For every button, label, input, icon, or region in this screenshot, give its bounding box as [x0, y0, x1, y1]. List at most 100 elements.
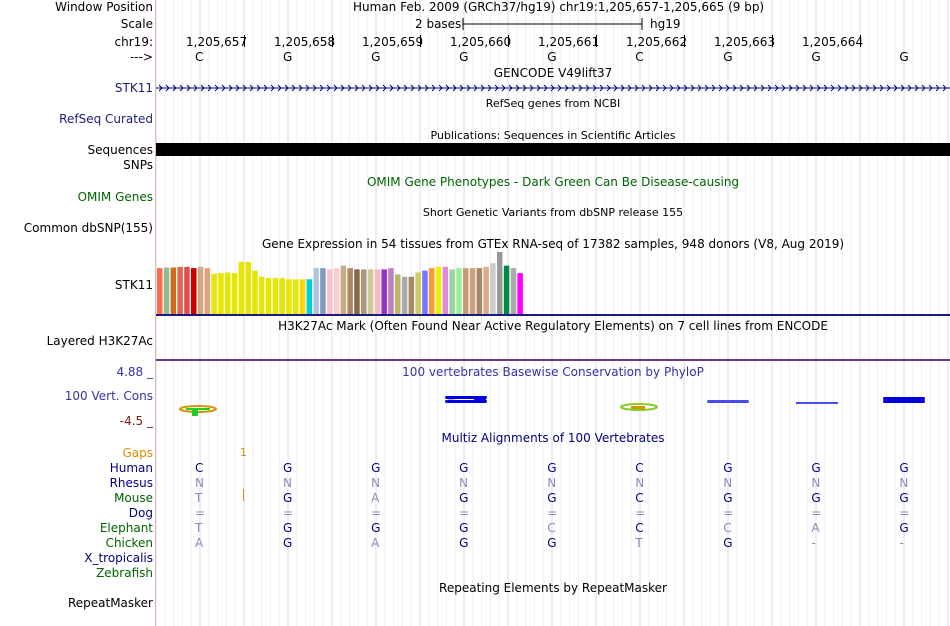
phylop-track-title[interactable]: 100 vertebrates Basewise Conservation by… — [402, 365, 704, 379]
repeatmasker-label[interactable]: RepeatMasker — [67, 596, 153, 610]
species-label-dog[interactable]: Dog — [128, 506, 153, 520]
base-letter: G — [371, 50, 381, 64]
gtex-tissue-bar[interactable] — [225, 272, 231, 314]
strand-arrow — [893, 84, 898, 92]
gtex-tissue-bar[interactable] — [327, 269, 333, 314]
gencode-gene-label[interactable]: STK11 — [114, 81, 153, 95]
gtex-gene-label[interactable]: STK11 — [114, 278, 153, 292]
gtex-tissue-bar[interactable] — [361, 269, 367, 314]
gtex-tissue-bar[interactable] — [497, 252, 503, 314]
gtex-tissue-bar[interactable] — [197, 266, 204, 314]
dbsnp-label[interactable]: Common dbSNP(155) — [23, 221, 153, 235]
alignment-base: N — [195, 476, 204, 490]
gtex-tissue-bar[interactable] — [306, 279, 313, 314]
species-label-elephant[interactable]: Elephant — [99, 521, 153, 535]
species-label-rhesus[interactable]: Rhesus — [109, 476, 153, 490]
gtex-tissue-bar[interactable] — [320, 268, 326, 314]
gtex-tissue-bar[interactable] — [245, 261, 251, 314]
gencode-gene-track[interactable] — [156, 82, 950, 94]
species-label-x_tropicalis[interactable]: X_tropicalis — [84, 551, 153, 565]
gtex-tissue-bar[interactable] — [476, 268, 483, 314]
species-label-zebrafish[interactable]: Zebrafish — [96, 566, 153, 580]
gtex-tissue-bar[interactable] — [415, 272, 421, 314]
gtex-tissue-bar[interactable] — [429, 268, 435, 314]
gtex-tissue-bar[interactable] — [395, 274, 401, 314]
gtex-tissue-bar[interactable] — [347, 268, 353, 314]
species-label-chicken[interactable]: Chicken — [105, 536, 153, 550]
gtex-tissue-bar[interactable] — [510, 268, 517, 314]
gtex-tissue-bar[interactable] — [354, 269, 360, 314]
gtex-tissue-bar[interactable] — [293, 279, 299, 314]
gtex-tissue-bar[interactable] — [388, 268, 394, 314]
gtex-tissue-bar[interactable] — [401, 276, 408, 314]
gtex-tissue-bar[interactable] — [374, 269, 381, 314]
gtex-tissue-bar[interactable] — [422, 270, 428, 314]
gtex-tissue-bar[interactable] — [469, 268, 476, 314]
dbsnp-track-title[interactable]: Short Genetic Variants from dbSNP releas… — [422, 206, 684, 219]
gtex-bar-chart[interactable] — [156, 251, 536, 315]
publications-label[interactable]: Sequences — [87, 143, 153, 157]
gtex-tissue-bar[interactable] — [503, 265, 510, 314]
gtex-tissue-bar[interactable] — [313, 268, 319, 314]
gtex-tissue-bar[interactable] — [191, 268, 197, 314]
phylop-glyph-6 — [620, 403, 658, 411]
gtex-tissue-bar[interactable] — [490, 263, 496, 314]
gtex-tissue-bar[interactable] — [238, 261, 245, 314]
gtex-tissue-bar[interactable] — [177, 266, 183, 314]
gtex-tissue-bar[interactable] — [265, 278, 272, 314]
ruler-position: 1,205,657 — [186, 35, 248, 49]
alignment-base: C — [723, 521, 732, 535]
phylop-glyph-4 — [445, 396, 487, 403]
h3k27ac-label[interactable]: Layered H3K27Ac — [46, 334, 153, 348]
publications-bar[interactable] — [156, 143, 950, 156]
strand-arrow — [592, 84, 597, 92]
gtex-tissue-bar[interactable] — [218, 273, 224, 314]
gtex-tissue-bar[interactable] — [442, 266, 449, 314]
phylop-glyph-9 — [883, 397, 925, 403]
gtex-tissue-bar[interactable] — [184, 266, 190, 314]
gtex-tissue-bar[interactable] — [204, 268, 211, 314]
gtex-tissue-bar[interactable] — [286, 279, 292, 314]
window-position-value[interactable]: Human Feb. 2009 (GRCh37/hg19) chr19:1,20… — [353, 0, 765, 14]
gtex-tissue-bar[interactable] — [333, 268, 340, 314]
gtex-tissue-bar[interactable] — [463, 268, 469, 314]
gtex-tissue-bar[interactable] — [408, 276, 415, 314]
gaps-label[interactable]: Gaps — [122, 446, 153, 460]
gtex-tissue-bar[interactable] — [279, 278, 285, 314]
omim-label[interactable]: OMIM Genes — [77, 190, 153, 204]
gencode-track-title[interactable]: GENCODE V49lift37 — [493, 66, 613, 80]
gtex-tissue-bar[interactable] — [381, 269, 387, 314]
gtex-tissue-bar[interactable] — [449, 269, 455, 314]
publications-track-title[interactable]: Publications: Sequences in Scientific Ar… — [430, 129, 676, 142]
species-label-mouse[interactable]: Mouse — [114, 491, 153, 505]
gtex-tissue-bar[interactable] — [367, 269, 374, 314]
repeatmasker-track-title[interactable]: Repeating Elements by RepeatMasker — [439, 581, 667, 595]
gtex-tissue-bar[interactable] — [252, 270, 258, 314]
gtex-tissue-bar[interactable] — [170, 267, 177, 315]
refseq-label[interactable]: RefSeq Curated — [59, 112, 153, 126]
snps-label[interactable]: SNPs — [123, 158, 153, 172]
alignment-base: G — [811, 461, 821, 475]
multiz-track-title[interactable]: Multiz Alignments of 100 Vertebrates — [441, 431, 665, 445]
gtex-tissue-bar[interactable] — [299, 279, 306, 314]
strand-arrow — [746, 84, 751, 92]
gtex-tissue-bar[interactable] — [456, 268, 462, 314]
gtex-tissue-bar[interactable] — [259, 276, 265, 314]
gtex-tissue-bar[interactable] — [272, 278, 279, 314]
gtex-track-title[interactable]: Gene Expression in 54 tissues from GTEx … — [261, 237, 845, 251]
gtex-tissue-bar[interactable] — [231, 273, 238, 314]
species-label-human[interactable]: Human — [109, 461, 153, 475]
alignment-base: N — [723, 476, 733, 490]
gtex-tissue-bar[interactable] — [163, 267, 170, 315]
gtex-tissue-bar[interactable] — [157, 268, 163, 314]
phylop-label[interactable]: 100 Vert. Cons — [64, 389, 153, 403]
gtex-tissue-bar[interactable] — [340, 265, 347, 314]
gtex-tissue-bar[interactable] — [517, 273, 523, 314]
refseq-track-title[interactable]: RefSeq genes from NCBI — [485, 97, 621, 110]
gtex-tissue-bar[interactable] — [435, 266, 442, 314]
phylop-logo-track[interactable] — [156, 390, 950, 420]
h3k27ac-track-title[interactable]: H3K27Ac Mark (Often Found Near Active Re… — [278, 319, 828, 333]
omim-track-title[interactable]: OMIM Gene Phenotypes - Dark Green Can Be… — [366, 175, 740, 189]
gtex-tissue-bar[interactable] — [483, 266, 489, 314]
gtex-tissue-bar[interactable] — [211, 273, 217, 314]
